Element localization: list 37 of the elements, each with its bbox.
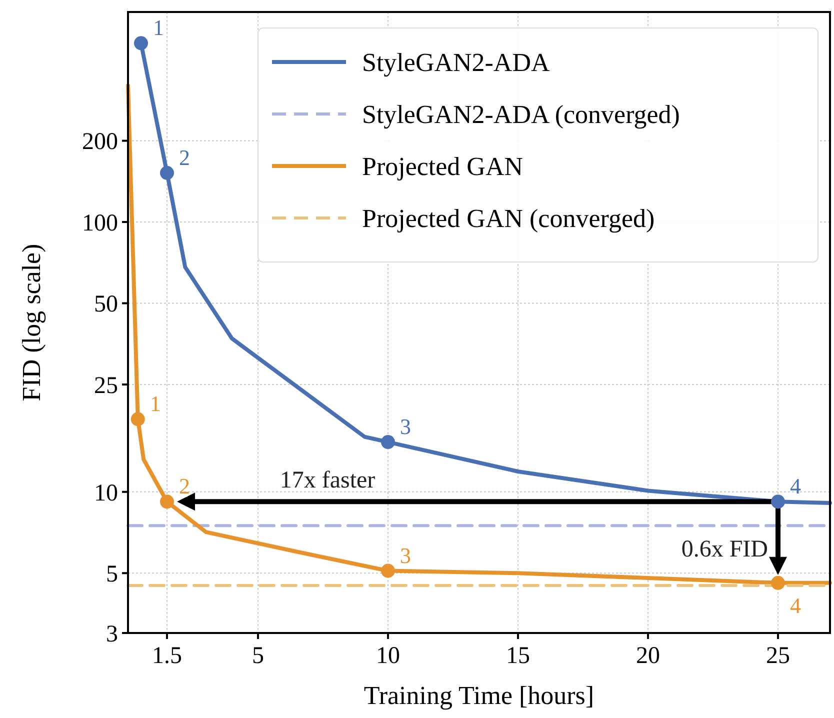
x-tick-label: 1.5	[152, 643, 182, 669]
point	[160, 494, 174, 509]
y-tick-label: 3	[106, 621, 118, 648]
annotation: 4	[790, 474, 801, 499]
y-tick-label: 50	[94, 292, 118, 318]
y-tick-label: 25	[94, 372, 118, 399]
x-tick-label: 10	[376, 643, 400, 669]
annotation: 2	[179, 474, 190, 499]
x-tick-label: 20	[636, 643, 660, 669]
legend-label: Projected GAN (converged)	[362, 204, 655, 234]
point	[160, 166, 174, 180]
annotation: 4	[790, 592, 801, 618]
point	[771, 576, 785, 590]
point	[134, 36, 148, 50]
annotation: 17x faster	[280, 468, 376, 494]
annotation: 2	[179, 144, 190, 170]
x-tick-label: 5	[252, 643, 264, 669]
y-tick-label: 5	[106, 562, 118, 588]
point	[771, 494, 785, 509]
point	[130, 412, 145, 426]
annotation: 1	[153, 15, 164, 40]
y-axis-title: FID (log scale)	[17, 244, 46, 402]
y-tick-label: 100	[82, 210, 118, 236]
point	[381, 435, 395, 450]
y-tick-label: 200	[82, 129, 118, 156]
point	[381, 564, 395, 578]
annotation: 1	[150, 391, 161, 416]
legend-label: StyleGAN2-ADA	[362, 48, 550, 78]
legend-label: Projected GAN	[362, 152, 524, 182]
annotation: 3	[400, 414, 411, 440]
y-tick-label: 10	[94, 480, 118, 506]
annotation: 3	[400, 542, 411, 568]
x-tick-label: 15	[506, 643, 530, 669]
x-tick-label: 25	[766, 643, 790, 669]
annotation: 0.6x FID	[681, 536, 768, 562]
x-axis-title: Training Time [hours]	[364, 681, 594, 710]
legend-label: StyleGAN2-ADA (converged)	[362, 100, 680, 130]
